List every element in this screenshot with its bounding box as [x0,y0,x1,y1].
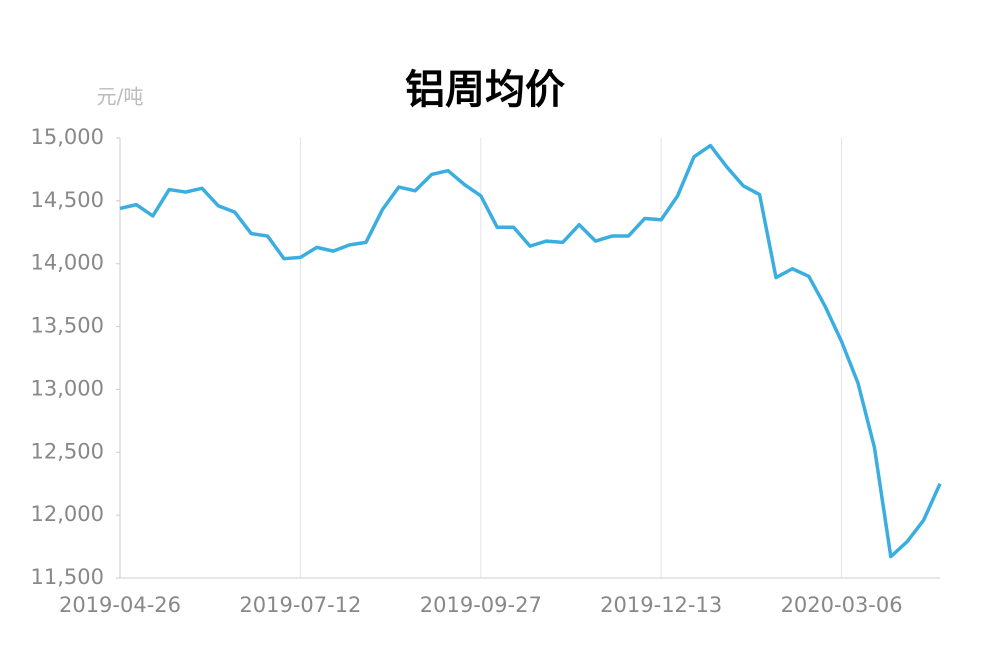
x-tick-label: 2019-12-13 [600,593,722,617]
data-line [119,143,942,559]
y-tick-label: 14,000 [31,251,104,275]
y-tick-label: 12,500 [31,439,104,463]
x-tick-label: 2019-04-26 [59,593,181,617]
x-tick-label: 2020-03-06 [781,593,903,617]
x-tick-label: 2019-07-12 [239,593,361,617]
y-tick-label: 12,000 [31,502,104,526]
y-axis-unit: 元/吨 [97,85,144,109]
y-tick-label: 15,000 [31,125,104,149]
y-tick-label: 14,500 [31,188,104,212]
y-tick-label: 13,000 [31,376,104,400]
y-tick-label: 11,500 [31,565,104,589]
y-tick-label: 13,500 [31,314,104,338]
chart-title: 铝周均价 [405,67,565,113]
x-tick-label: 2019-09-27 [420,593,542,617]
